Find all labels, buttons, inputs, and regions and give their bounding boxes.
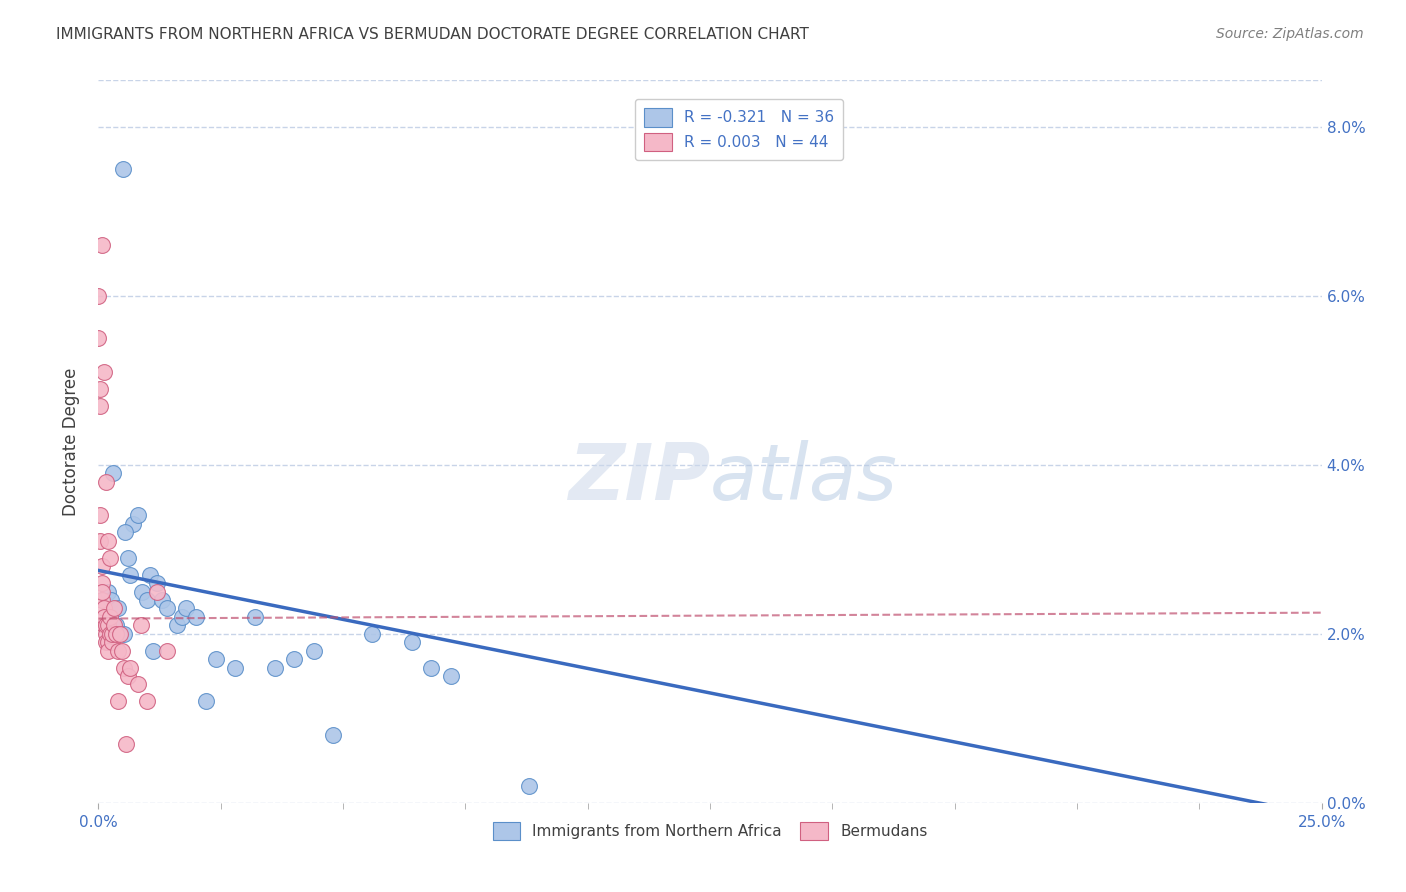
Point [142, 643, 165, 657]
Point [91, 559, 114, 574]
Point [401, 635, 423, 649]
Point [156, 601, 179, 615]
Point [263, 660, 285, 674]
Point [98, 627, 121, 641]
Point [176, 601, 198, 615]
Point [89, 382, 111, 396]
Y-axis label: Doctorate Degree: Doctorate Degree [62, 368, 80, 516]
Point [121, 516, 143, 531]
Point [166, 618, 188, 632]
Point [101, 635, 124, 649]
Point [118, 660, 141, 674]
Text: Source: ZipAtlas.com: Source: ZipAtlas.com [1216, 27, 1364, 41]
Point [105, 627, 128, 641]
Point [136, 593, 159, 607]
Point [139, 567, 162, 582]
Point [150, 593, 173, 607]
Point [96, 475, 118, 489]
Point [107, 601, 129, 615]
Point [107, 643, 129, 657]
Point [186, 610, 208, 624]
Point [97, 635, 120, 649]
Point [111, 161, 134, 176]
Point [98, 610, 121, 624]
Point [101, 627, 124, 641]
Point [114, 525, 136, 540]
Point [89, 533, 111, 548]
Point [103, 618, 125, 632]
Point [146, 576, 169, 591]
Point [87, 331, 110, 345]
Point [205, 652, 228, 666]
Point [170, 610, 193, 624]
Point [120, 567, 142, 582]
Point [91, 584, 114, 599]
Point [361, 627, 384, 641]
Point [87, 289, 110, 303]
Point [114, 737, 136, 751]
Point [322, 728, 344, 742]
Point [93, 618, 115, 632]
Point [131, 618, 153, 632]
Point [302, 643, 325, 657]
Point [420, 660, 443, 674]
Point [93, 601, 115, 615]
Point [89, 399, 111, 413]
Point [112, 627, 135, 641]
Point [97, 618, 120, 632]
Point [91, 593, 114, 607]
Point [91, 238, 114, 252]
Point [100, 593, 122, 607]
Point [224, 660, 246, 674]
Point [243, 610, 266, 624]
Point [91, 576, 114, 591]
Point [96, 618, 118, 632]
Point [96, 635, 118, 649]
Point [97, 533, 120, 548]
Point [103, 601, 125, 615]
Legend: Immigrants from Northern Africa, Bermudans: Immigrants from Northern Africa, Bermuda… [484, 813, 936, 849]
Point [517, 779, 540, 793]
Point [127, 677, 149, 691]
Point [112, 660, 135, 674]
Point [104, 618, 127, 632]
Point [97, 584, 120, 599]
Point [131, 584, 153, 599]
Point [93, 365, 115, 379]
Point [440, 669, 463, 683]
Text: IMMIGRANTS FROM NORTHERN AFRICA VS BERMUDAN DOCTORATE DEGREE CORRELATION CHART: IMMIGRANTS FROM NORTHERN AFRICA VS BERMU… [56, 27, 808, 42]
Point [107, 694, 129, 708]
Text: ZIP: ZIP [568, 440, 710, 516]
Point [97, 643, 120, 657]
Point [89, 508, 111, 523]
Point [93, 610, 115, 624]
Point [108, 627, 131, 641]
Point [283, 652, 305, 666]
Point [146, 584, 169, 599]
Point [127, 508, 149, 523]
Text: atlas: atlas [710, 440, 898, 516]
Point [136, 694, 159, 708]
Point [101, 467, 124, 481]
Point [96, 627, 118, 641]
Point [156, 643, 179, 657]
Point [117, 669, 139, 683]
Point [117, 550, 139, 565]
Point [98, 550, 121, 565]
Point [195, 694, 218, 708]
Point [111, 643, 134, 657]
